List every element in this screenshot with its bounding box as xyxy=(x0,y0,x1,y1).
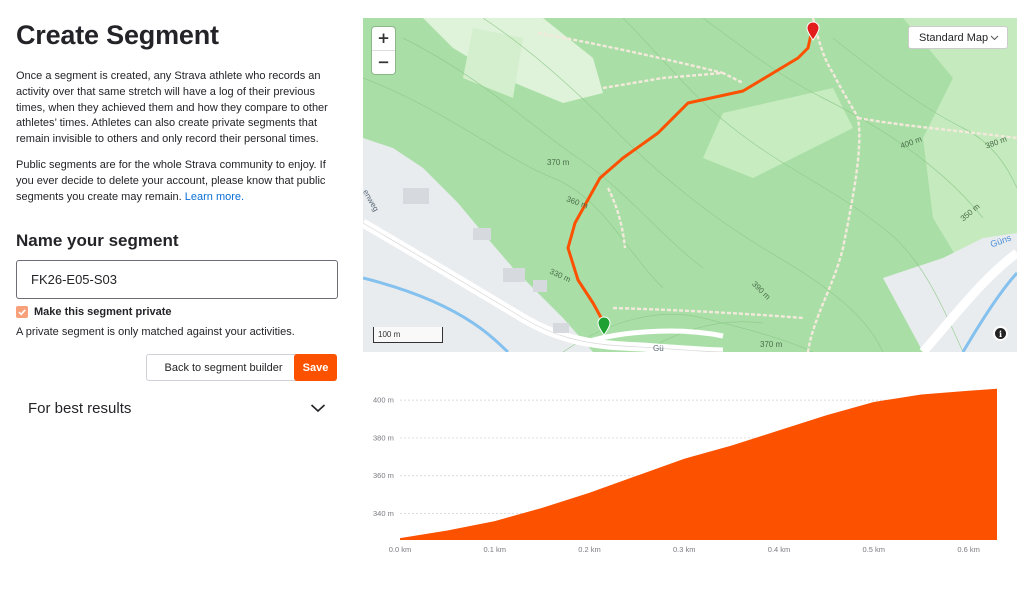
x-tick-label: 0.0 km xyxy=(389,545,412,554)
contour-label: 370 m xyxy=(547,158,570,167)
info-icon: i xyxy=(995,328,1006,339)
scale-label: 100 m xyxy=(378,330,401,339)
x-tick-label: 0.5 km xyxy=(863,545,886,554)
map-scale-bar: 100 m xyxy=(373,327,443,343)
x-tick-label: 0.4 km xyxy=(768,545,791,554)
back-to-builder-button[interactable]: Back to segment builder xyxy=(146,354,301,381)
segment-map[interactable]: 370 m 360 m 330 m 400 m 380 m 350 m 390 … xyxy=(363,18,1017,352)
private-checkbox-row[interactable]: Make this segment private xyxy=(16,305,172,319)
public-segments-paragraph: Public segments are for the whole Strava… xyxy=(16,158,338,205)
learn-more-link[interactable]: Learn more. xyxy=(184,190,245,203)
name-section-title: Name your segment xyxy=(16,231,179,250)
y-tick-label: 400 m xyxy=(373,396,394,405)
page-title: Create Segment xyxy=(16,20,219,50)
private-checkbox[interactable] xyxy=(16,306,28,318)
zoom-divider xyxy=(372,50,395,51)
chevron-down-icon xyxy=(310,404,326,413)
x-tick-label: 0.1 km xyxy=(484,545,507,554)
x-tick-label: 0.3 km xyxy=(673,545,696,554)
zoom-out-button[interactable]: − xyxy=(372,51,395,74)
map-info-button[interactable]: i xyxy=(993,326,1008,341)
elevation-area xyxy=(400,388,997,540)
intro-paragraph: Once a segment is created, any Strava at… xyxy=(16,70,328,146)
contour-label: 370 m xyxy=(760,340,783,349)
save-button[interactable]: Save xyxy=(294,354,337,381)
zoom-in-button[interactable]: + xyxy=(372,27,395,50)
zoom-controls: + − xyxy=(372,27,395,74)
y-tick-label: 380 m xyxy=(373,433,394,442)
street-label: Gü xyxy=(653,344,664,352)
check-icon xyxy=(18,309,26,316)
x-tick-label: 0.2 km xyxy=(578,545,601,554)
map-type-label: Standard Map xyxy=(919,31,989,44)
map-type-dropdown[interactable]: Standard Map xyxy=(908,26,1008,49)
start-marker-icon xyxy=(597,316,611,336)
end-marker-icon xyxy=(806,21,820,41)
y-tick-label: 360 m xyxy=(373,471,394,480)
public-segments-text: Public segments are for the whole Strava… xyxy=(16,159,326,203)
segment-name-input[interactable] xyxy=(16,260,338,299)
best-results-label: For best results xyxy=(28,399,132,417)
x-tick-label: 0.6 km xyxy=(957,545,980,554)
chevron-down-icon xyxy=(990,35,999,40)
elevation-chart-svg: 340 m 360 m 380 m 400 m 0.0 km 0.1 km 0.2 km 0… xyxy=(373,388,997,554)
y-tick-label: 340 m xyxy=(373,509,394,518)
best-results-accordion[interactable]: For best results xyxy=(28,393,326,423)
private-checkbox-label: Make this segment private xyxy=(34,306,172,318)
private-help-text: A private segment is only matched agains… xyxy=(16,326,295,338)
map-background xyxy=(363,18,1017,352)
elevation-chart: 340 m 360 m 380 m 400 m 0.0 km 0.1 km 0.2 km 0… xyxy=(363,385,1017,565)
